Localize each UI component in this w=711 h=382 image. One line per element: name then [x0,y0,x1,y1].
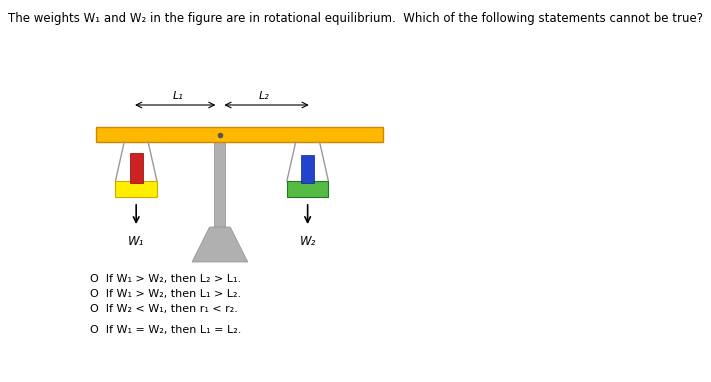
Text: W₁: W₁ [128,235,144,248]
Text: O  If W₁ > W₂, then L₂ > L₁.: O If W₁ > W₂, then L₂ > L₁. [90,274,241,284]
Text: W₂: W₂ [299,235,316,248]
Text: The weights W₁ and W₂ in the figure are in rotational equilibrium.  Which of the: The weights W₁ and W₂ in the figure are … [8,12,703,25]
Text: L₂: L₂ [258,91,269,101]
Text: O  If W₁ > W₂, then L₁ > L₂.: O If W₁ > W₂, then L₁ > L₂. [90,289,241,299]
FancyBboxPatch shape [130,153,142,183]
FancyBboxPatch shape [214,142,225,227]
FancyBboxPatch shape [301,155,314,183]
Polygon shape [192,227,248,262]
Text: L₁: L₁ [173,91,183,101]
Text: O  If W₂ < W₁, then r₁ < r₂.: O If W₂ < W₁, then r₁ < r₂. [90,304,237,314]
FancyBboxPatch shape [115,181,157,197]
Text: O  If W₁ = W₂, then L₁ = L₂.: O If W₁ = W₂, then L₁ = L₂. [90,325,241,335]
FancyBboxPatch shape [287,181,328,197]
FancyBboxPatch shape [96,127,383,142]
